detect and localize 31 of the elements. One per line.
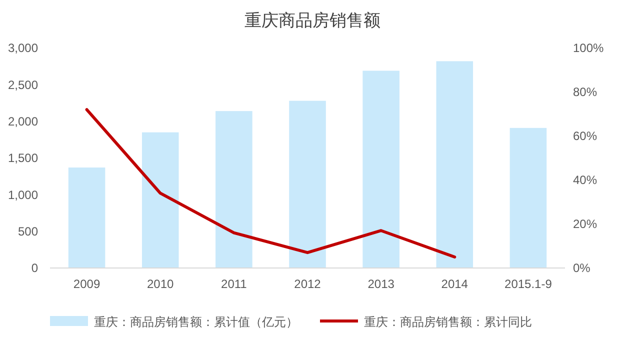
y-tick-label: 1,500 [8, 151, 38, 166]
y-tick-label: 0 [31, 261, 38, 276]
bar [142, 132, 179, 268]
y2-tick-label: 100% [573, 41, 604, 56]
x-tick-label: 2012 [294, 277, 322, 291]
bar [436, 61, 474, 268]
y-tick-label: 1,000 [8, 188, 38, 202]
bar [68, 168, 106, 268]
y2-tick-label: 0% [573, 261, 591, 276]
y2-tick-label: 60% [573, 129, 598, 144]
bar [362, 70, 400, 268]
x-tick-label: 2009 [73, 277, 100, 291]
bar [289, 100, 326, 268]
x-tick-label: 2010 [147, 277, 174, 291]
legend-label: 重庆：商品房销售额：累计同比 [364, 315, 532, 330]
y2-tick-label: 20% [573, 217, 598, 232]
x-tick-label: 2011 [221, 277, 248, 291]
x-tick-label: 2015.1-9 [504, 277, 552, 291]
legend-label: 重庆：商品房销售额：累计值（亿元） [94, 315, 298, 330]
x-tick-label: 2013 [368, 277, 395, 291]
y-tick-label: 2,000 [8, 114, 38, 129]
y2-tick-label: 80% [573, 85, 598, 100]
line-series [85, 108, 456, 258]
chart-title: 重庆商品房销售额 [244, 11, 380, 30]
y-tick-label: 3,000 [8, 41, 38, 56]
y-tick-label: 2,500 [8, 78, 38, 92]
y-tick-label: 500 [18, 224, 38, 239]
bar [216, 111, 252, 268]
y2-tick-label: 40% [573, 173, 598, 188]
x-tick-label: 2014 [441, 277, 468, 291]
bar [510, 128, 547, 268]
